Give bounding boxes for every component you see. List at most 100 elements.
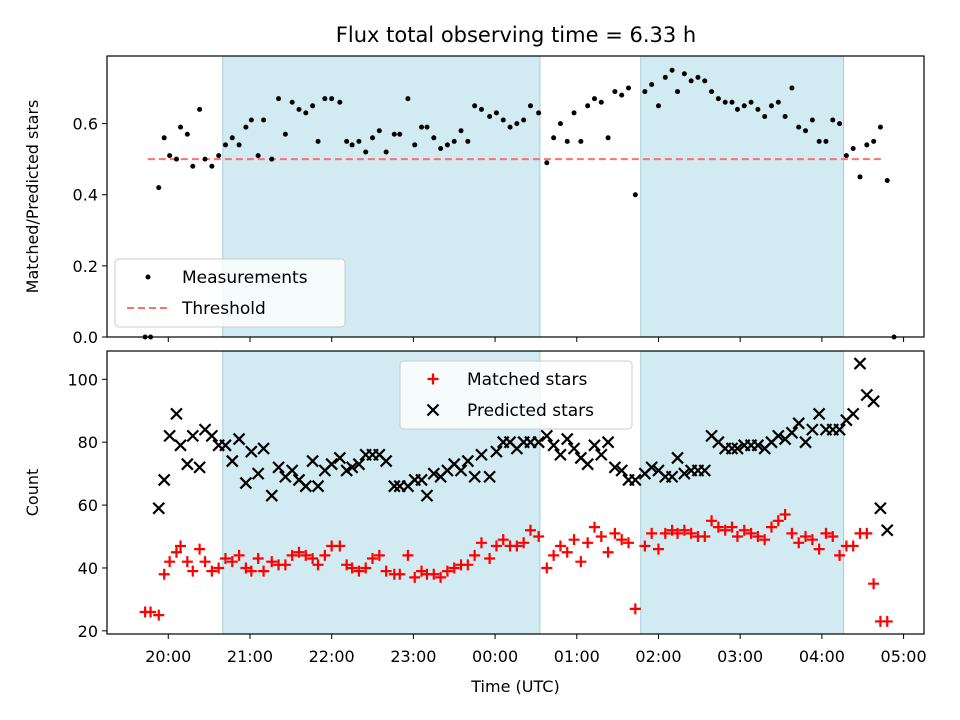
legend-label: Matched stars [467, 370, 587, 390]
data-point [632, 192, 638, 198]
data-point [444, 142, 450, 148]
data-point [843, 153, 849, 159]
data-point [272, 461, 285, 474]
data-point [379, 454, 393, 468]
data-point [319, 549, 331, 561]
data-point [799, 435, 812, 449]
data-point [629, 603, 641, 615]
data-point [225, 454, 239, 468]
data-point [239, 476, 253, 490]
data-point [759, 534, 771, 546]
data-point [370, 135, 376, 141]
legend: Measurements Threshold [114, 258, 346, 328]
data-point [645, 461, 658, 474]
data-point [812, 407, 826, 421]
data-point [497, 534, 509, 546]
data-point [194, 543, 206, 555]
data-point [571, 110, 577, 116]
legend: Matched stars Predicted stars [399, 360, 633, 430]
data-point [602, 546, 614, 558]
data-point [731, 442, 744, 455]
data-point [153, 609, 165, 621]
data-point [472, 103, 478, 109]
data-point [156, 185, 162, 191]
data-point [582, 537, 594, 549]
x-tick-label: 04:00 [799, 647, 845, 666]
data-point [164, 556, 176, 568]
data-point [438, 145, 444, 151]
data-point [792, 417, 806, 430]
data-point [547, 439, 560, 452]
data-point [639, 540, 651, 552]
data-point [833, 423, 846, 436]
series-predicted-stars [152, 357, 894, 537]
data-point [751, 439, 765, 452]
data-point [325, 457, 338, 471]
data-point [709, 89, 715, 95]
legend-label: Measurements [182, 268, 308, 288]
data-point [738, 524, 750, 536]
data-point [145, 606, 157, 618]
data-point [642, 89, 648, 95]
legend-marker-measurements [145, 274, 151, 280]
data-point [152, 501, 166, 515]
data-point [345, 461, 359, 474]
data-point [296, 106, 302, 112]
data-point [312, 559, 324, 571]
legend-label: Predicted stars [467, 401, 594, 421]
data-point [454, 464, 468, 477]
data-point [266, 556, 278, 568]
top-panel: 0.0 0.2 0.4 0.6 Matched/Predicted stars Measu… [23, 55, 925, 347]
data-point [157, 473, 171, 487]
data-point [173, 156, 179, 162]
y-tick-label: 0.0 [73, 328, 98, 347]
data-point [541, 562, 553, 574]
data-point [478, 106, 484, 112]
data-point [850, 145, 856, 151]
x-axis-label: Time (UTC) [470, 677, 559, 696]
data-point [884, 177, 890, 183]
data-point [575, 556, 587, 568]
data-point [722, 99, 728, 105]
data-point [702, 78, 708, 84]
data-point [615, 464, 628, 477]
data-point [671, 451, 684, 465]
data-point [675, 89, 681, 95]
data-point [745, 527, 757, 539]
data-point [465, 138, 471, 144]
data-point [245, 565, 257, 577]
data-point [233, 549, 245, 561]
data-point [193, 461, 206, 474]
data-point [161, 135, 167, 141]
data-point [269, 156, 275, 162]
data-point [303, 110, 309, 116]
data-point [772, 515, 784, 527]
data-point [311, 479, 325, 493]
data-point [861, 527, 873, 539]
data-point [867, 395, 880, 408]
data-point [837, 121, 843, 127]
data-point [213, 562, 225, 574]
data-point [755, 106, 761, 112]
data-point [796, 124, 802, 130]
data-point [662, 74, 668, 80]
data-point [809, 117, 815, 123]
data-point [595, 531, 607, 543]
data-point [380, 565, 392, 577]
data-point [229, 135, 235, 141]
data-point [775, 99, 781, 105]
data-point [261, 117, 267, 123]
data-point [500, 117, 506, 123]
data-point [646, 527, 658, 539]
data-point [376, 128, 382, 134]
data-point [307, 553, 319, 565]
data-point [236, 142, 242, 148]
data-point [405, 96, 411, 102]
data-point [276, 96, 282, 102]
y-tick-label: 60 [78, 496, 98, 515]
data-point [681, 71, 687, 77]
data-point [186, 429, 200, 443]
series-matched-stars [139, 509, 893, 627]
data-point [248, 117, 254, 123]
data-point [388, 479, 401, 493]
